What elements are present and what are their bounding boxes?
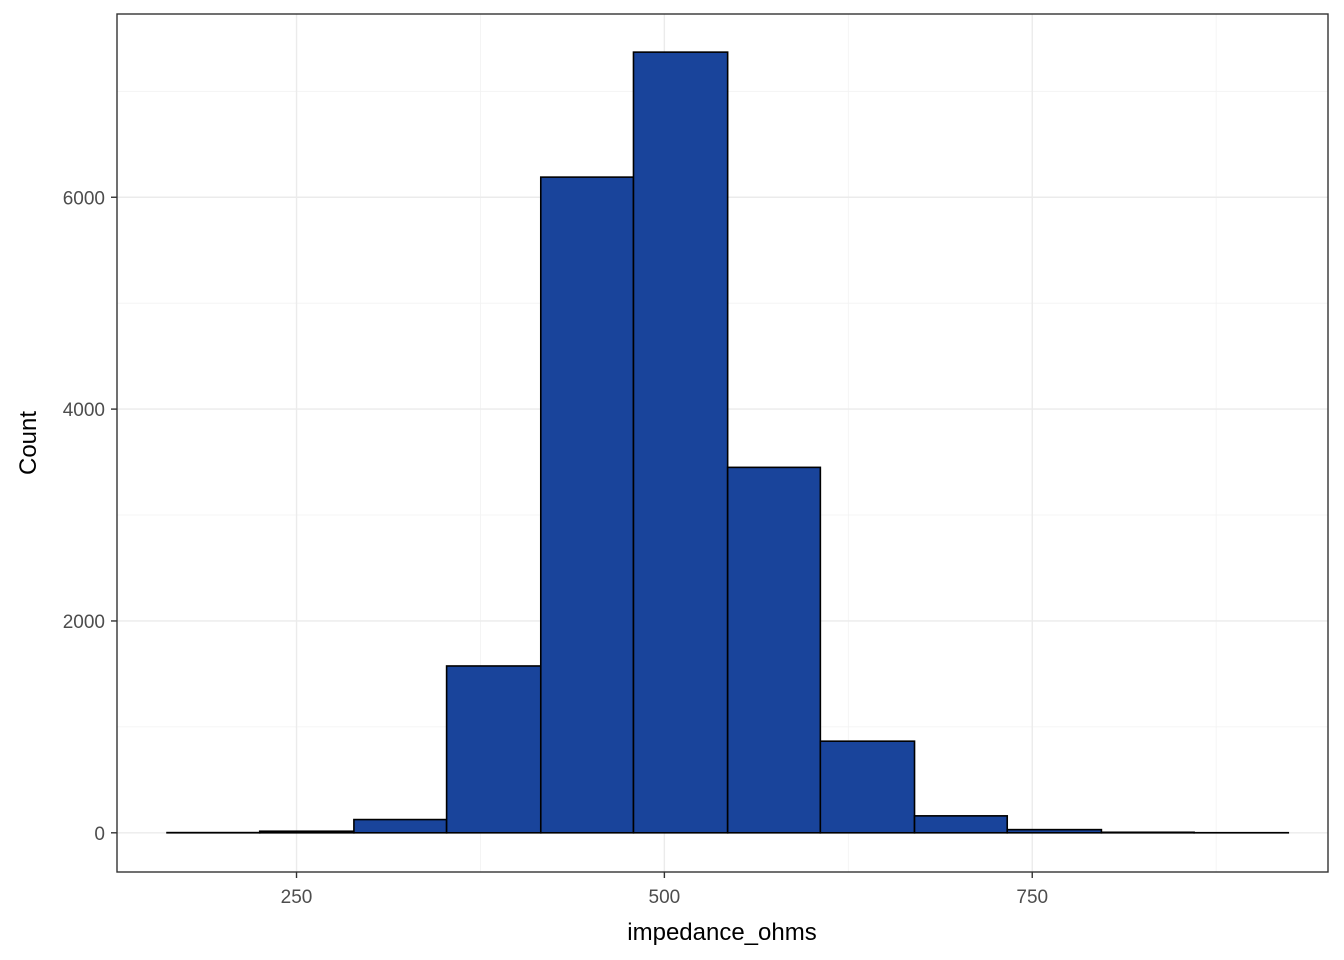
y-tick-label: 6000 [63,188,105,209]
histogram-bar-9 [913,815,1009,834]
histogram-bar-5 [539,176,635,834]
x-tick-label: 500 [649,887,681,908]
histogram-bar-10 [1006,828,1103,834]
histogram-bar-11 [1100,831,1195,834]
histogram-bar-8 [819,740,916,834]
y-tick-label: 0 [94,824,105,845]
histogram-bar-7 [726,466,822,834]
x-tick-label: 750 [1016,887,1048,908]
histogram-bar-3 [353,818,448,834]
y-tick-label: 2000 [63,612,105,633]
histogram-bar-2 [258,830,355,834]
x-tick-label: 250 [281,887,313,908]
y-axis: 0 2000 4000 6000 [63,188,117,845]
y-axis-title: Count [15,411,42,475]
x-axis: 250 500 750 [281,872,1048,908]
histogram-bars [166,51,1290,834]
histogram-bar-4 [445,665,542,834]
x-axis-title: impedance_ohms [627,919,816,946]
histogram-bar-6 [632,51,729,834]
y-tick-label: 4000 [63,400,105,421]
plot-border [116,13,1329,873]
